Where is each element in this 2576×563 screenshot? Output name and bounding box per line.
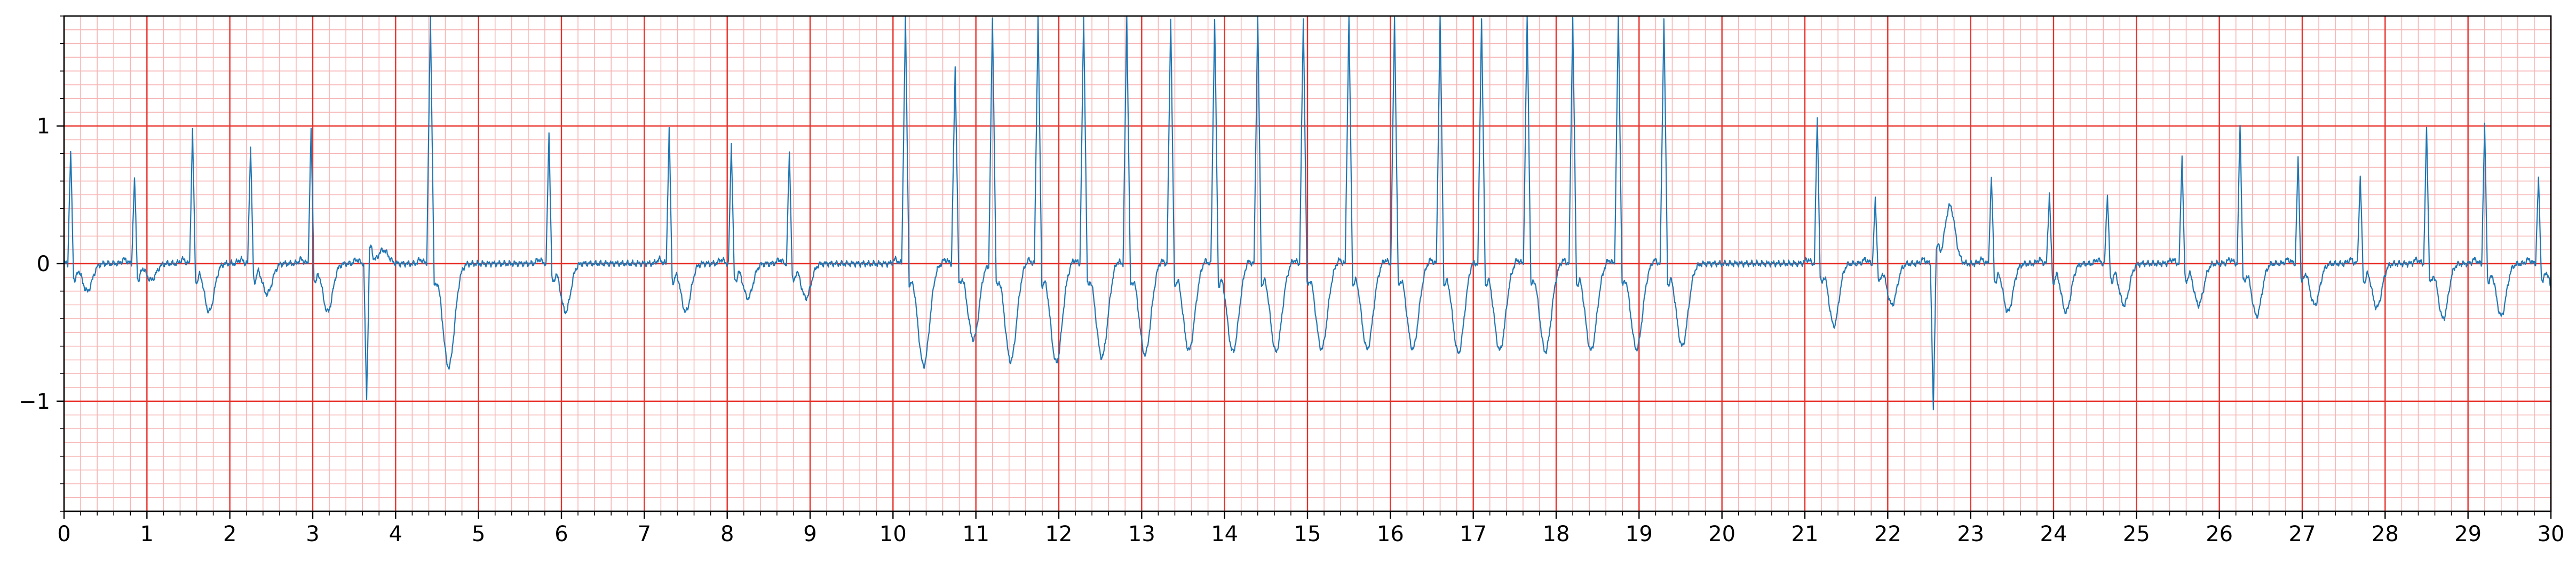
x-tick-label: 27 bbox=[2289, 522, 2316, 546]
x-tick-label: 18 bbox=[1543, 522, 1570, 546]
x-tick-label: 28 bbox=[2372, 522, 2399, 546]
x-tick-label: 7 bbox=[638, 522, 651, 546]
x-tick-label: 5 bbox=[472, 522, 485, 546]
x-tick-label: 14 bbox=[1211, 522, 1238, 546]
x-tick-label: 29 bbox=[2454, 522, 2482, 546]
x-tick-label: 26 bbox=[2206, 522, 2233, 546]
x-tick-label: 8 bbox=[720, 522, 734, 546]
y-tick-label: −1 bbox=[19, 390, 50, 414]
x-tick-label: 9 bbox=[803, 522, 817, 546]
x-tick-label: 10 bbox=[879, 522, 907, 546]
ecg-trace-layer bbox=[64, 15, 2552, 410]
x-tick-label: 17 bbox=[1460, 522, 1487, 546]
x-tick-label: 25 bbox=[2123, 522, 2150, 546]
x-tick-label: 20 bbox=[1708, 522, 1735, 546]
x-tick-label: 30 bbox=[2538, 522, 2565, 546]
y-tick-label: 0 bbox=[37, 252, 50, 276]
x-tick-label: 4 bbox=[389, 522, 402, 546]
tick-labels: 0 1 2 3 4 5 6 7 8 9 10 11 12 13 14 15 16 17 18 19 20 21 22 23 24… bbox=[19, 114, 2564, 546]
x-tick-label: 0 bbox=[57, 522, 70, 546]
x-tick-label: 23 bbox=[1957, 522, 1984, 546]
x-tick-label: 2 bbox=[223, 522, 236, 546]
x-tick-label: 21 bbox=[1792, 522, 1819, 546]
axis-ticks bbox=[57, 15, 2552, 519]
x-tick-label: 12 bbox=[1045, 522, 1073, 546]
x-tick-label: 22 bbox=[1874, 522, 1901, 546]
x-tick-label: 1 bbox=[140, 522, 154, 546]
x-tick-label: 11 bbox=[962, 522, 989, 546]
x-tick-label: 6 bbox=[554, 522, 568, 546]
x-tick-label: 13 bbox=[1128, 522, 1155, 546]
y-tick-label: 1 bbox=[37, 114, 50, 139]
ecg-trace-line bbox=[64, 15, 2552, 410]
x-tick-label: 15 bbox=[1294, 522, 1321, 546]
x-tick-label: 3 bbox=[306, 522, 319, 546]
x-tick-label: 16 bbox=[1377, 522, 1404, 546]
x-tick-label: 19 bbox=[1626, 522, 1653, 546]
x-tick-label: 24 bbox=[2040, 522, 2067, 546]
